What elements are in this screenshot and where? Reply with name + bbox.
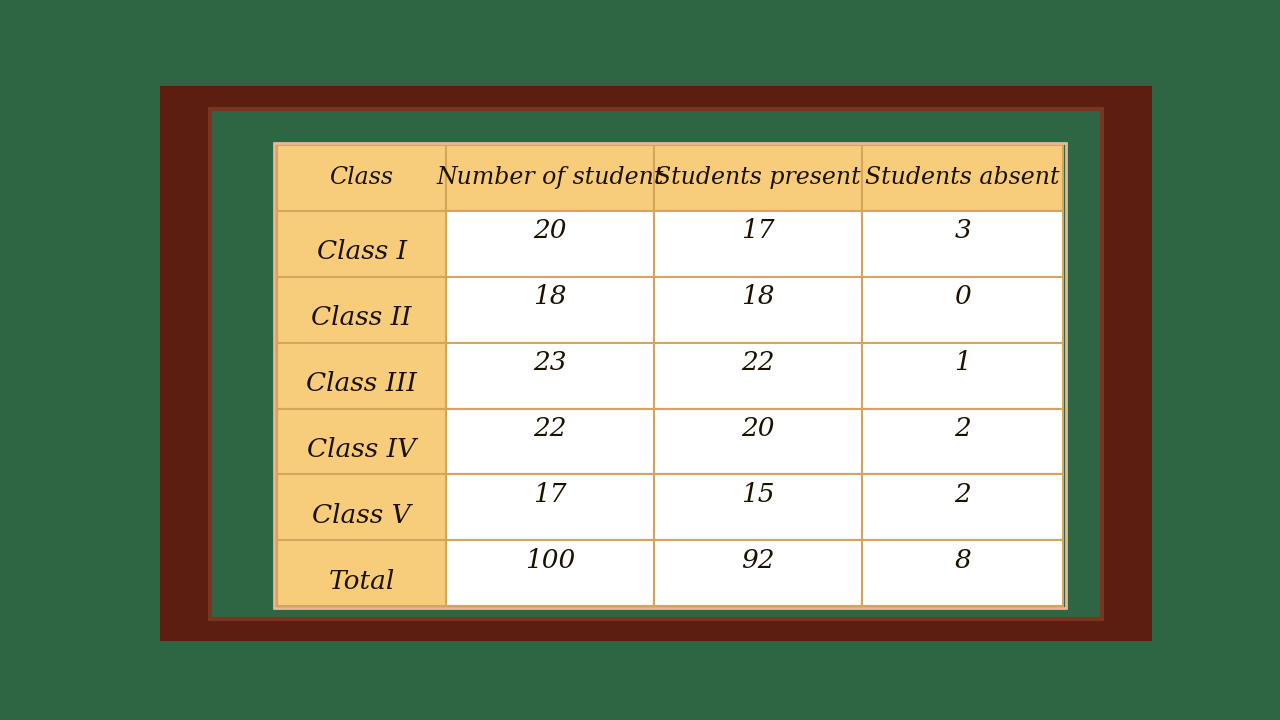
Text: 100: 100: [525, 548, 575, 572]
Text: 0: 0: [954, 284, 972, 309]
Text: 15: 15: [741, 482, 774, 507]
Bar: [863, 210, 1062, 276]
Bar: [445, 343, 654, 408]
Bar: [863, 474, 1062, 541]
Text: Students absent: Students absent: [865, 166, 1060, 189]
Bar: [654, 276, 863, 343]
Bar: [276, 145, 445, 210]
Text: Class IV: Class IV: [307, 437, 416, 462]
Bar: [445, 276, 654, 343]
Text: Class II: Class II: [311, 305, 412, 330]
Bar: [276, 210, 445, 276]
Text: 92: 92: [741, 548, 774, 572]
Bar: [863, 343, 1062, 408]
Bar: [654, 343, 863, 408]
Text: Class I: Class I: [316, 239, 407, 264]
Bar: [276, 541, 445, 606]
Bar: [654, 474, 863, 541]
Text: 2: 2: [954, 415, 972, 441]
Bar: [654, 210, 863, 276]
Bar: [654, 408, 863, 474]
Text: 3: 3: [954, 218, 972, 243]
Bar: [276, 474, 445, 541]
Text: Class: Class: [329, 166, 393, 189]
Text: 18: 18: [534, 284, 567, 309]
Text: 2: 2: [954, 482, 972, 507]
Text: 8: 8: [954, 548, 972, 572]
Bar: [654, 145, 863, 210]
Text: 1: 1: [954, 350, 972, 375]
Bar: [863, 145, 1062, 210]
Bar: [276, 343, 445, 408]
Text: 20: 20: [534, 218, 567, 243]
Text: Class III: Class III: [306, 371, 417, 396]
Text: Students present: Students present: [655, 166, 861, 189]
Bar: [863, 276, 1062, 343]
Bar: [445, 145, 654, 210]
Bar: [276, 408, 445, 474]
Text: 22: 22: [741, 350, 774, 375]
Text: 18: 18: [741, 284, 774, 309]
Text: 17: 17: [741, 218, 774, 243]
Text: 23: 23: [534, 350, 567, 375]
Text: 17: 17: [534, 482, 567, 507]
Text: Total: Total: [329, 569, 394, 594]
Bar: [445, 541, 654, 606]
Bar: [654, 541, 863, 606]
Bar: [445, 408, 654, 474]
Text: 22: 22: [534, 415, 567, 441]
Text: 20: 20: [741, 415, 774, 441]
Bar: [445, 210, 654, 276]
Bar: [274, 143, 1066, 608]
Bar: [863, 541, 1062, 606]
Text: Class V: Class V: [312, 503, 411, 528]
Bar: [445, 474, 654, 541]
Bar: [276, 276, 445, 343]
Text: Number of student: Number of student: [436, 166, 664, 189]
Bar: [863, 408, 1062, 474]
